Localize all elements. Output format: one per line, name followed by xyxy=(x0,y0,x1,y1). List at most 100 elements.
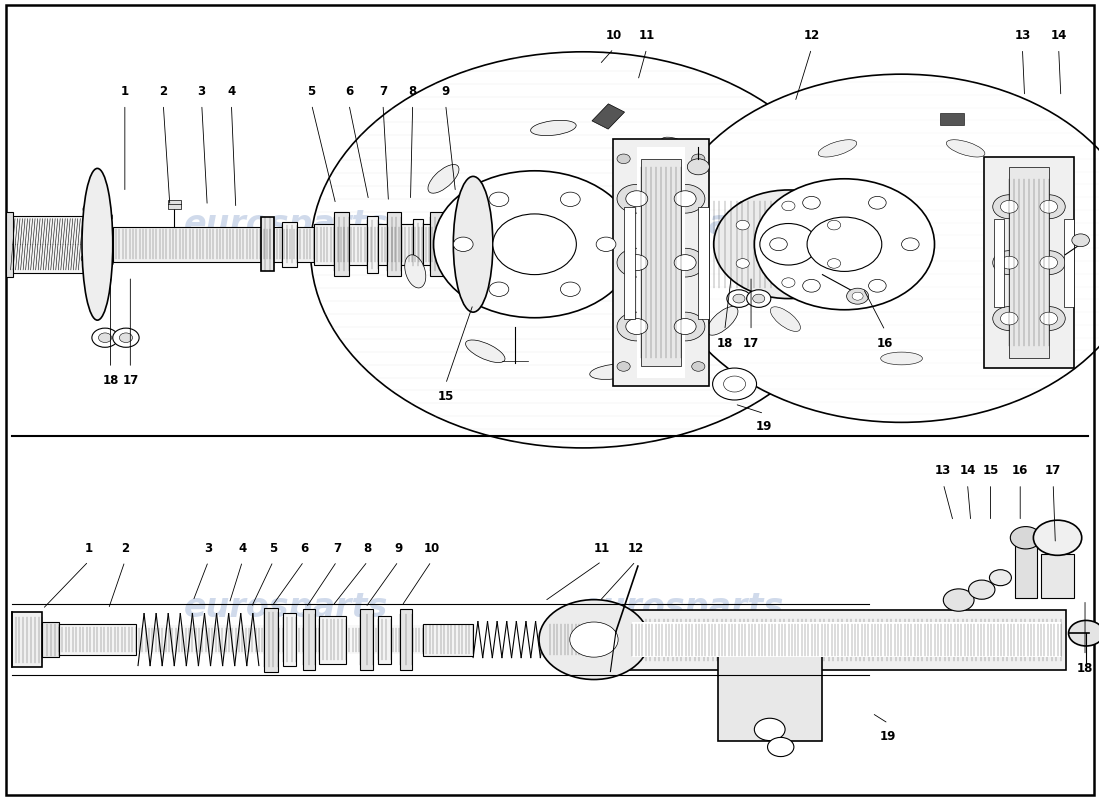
Text: 3: 3 xyxy=(198,85,206,98)
Text: 8: 8 xyxy=(363,542,372,555)
Bar xyxy=(113,226,314,262)
Text: 4: 4 xyxy=(228,85,235,98)
Circle shape xyxy=(626,318,648,334)
Circle shape xyxy=(560,192,580,206)
Ellipse shape xyxy=(818,140,857,157)
Circle shape xyxy=(827,220,840,230)
Bar xyxy=(319,616,345,663)
Bar xyxy=(366,215,377,273)
Circle shape xyxy=(456,222,472,233)
Bar xyxy=(7,211,13,277)
Ellipse shape xyxy=(405,254,426,288)
Circle shape xyxy=(674,254,696,270)
Text: eurosparts: eurosparts xyxy=(580,208,784,241)
Circle shape xyxy=(666,248,705,277)
Circle shape xyxy=(944,589,975,611)
Text: 14: 14 xyxy=(1050,30,1067,42)
Circle shape xyxy=(692,362,705,371)
Circle shape xyxy=(1068,621,1100,646)
Ellipse shape xyxy=(881,352,923,365)
Text: 6: 6 xyxy=(344,85,353,98)
Circle shape xyxy=(464,190,480,202)
Ellipse shape xyxy=(770,306,801,331)
Bar xyxy=(283,614,296,666)
Circle shape xyxy=(475,255,491,266)
Text: 9: 9 xyxy=(394,542,403,555)
Circle shape xyxy=(803,279,821,292)
Circle shape xyxy=(869,279,887,292)
Circle shape xyxy=(95,286,110,297)
Circle shape xyxy=(807,217,882,271)
Bar xyxy=(993,218,1003,306)
Circle shape xyxy=(81,253,97,264)
Bar xyxy=(613,139,710,386)
Circle shape xyxy=(98,258,113,269)
Text: 11: 11 xyxy=(639,30,654,42)
Bar xyxy=(400,610,412,670)
Circle shape xyxy=(733,294,745,303)
Bar xyxy=(1014,543,1036,598)
Ellipse shape xyxy=(736,202,759,234)
Circle shape xyxy=(596,237,616,251)
Text: 18: 18 xyxy=(716,337,733,350)
Circle shape xyxy=(803,196,821,209)
Text: 17: 17 xyxy=(742,337,759,350)
Text: 7: 7 xyxy=(378,85,387,98)
Circle shape xyxy=(626,254,648,270)
Bar xyxy=(624,206,635,318)
Circle shape xyxy=(97,211,112,222)
Circle shape xyxy=(1032,194,1065,218)
Circle shape xyxy=(91,185,107,196)
Ellipse shape xyxy=(590,364,636,379)
Text: 17: 17 xyxy=(122,374,139,387)
Circle shape xyxy=(468,286,483,297)
Circle shape xyxy=(869,196,887,209)
Circle shape xyxy=(747,290,771,307)
Circle shape xyxy=(617,154,630,164)
Bar xyxy=(167,199,180,209)
Text: 17: 17 xyxy=(1045,465,1062,478)
Circle shape xyxy=(666,184,705,213)
Circle shape xyxy=(666,312,705,341)
Text: 2: 2 xyxy=(121,542,129,555)
Bar xyxy=(984,157,1074,369)
Bar xyxy=(637,147,685,378)
Circle shape xyxy=(433,170,636,318)
Circle shape xyxy=(902,238,920,250)
Circle shape xyxy=(752,294,764,303)
Text: 14: 14 xyxy=(959,465,976,478)
Bar xyxy=(361,610,373,670)
Circle shape xyxy=(770,238,788,250)
Circle shape xyxy=(460,278,475,290)
Circle shape xyxy=(727,290,751,307)
Circle shape xyxy=(617,362,630,371)
Circle shape xyxy=(570,622,618,657)
Circle shape xyxy=(724,376,746,392)
Text: 19: 19 xyxy=(880,730,896,743)
Bar xyxy=(12,613,43,666)
Circle shape xyxy=(674,318,696,334)
Ellipse shape xyxy=(946,140,984,157)
Ellipse shape xyxy=(465,340,505,362)
Circle shape xyxy=(1032,306,1065,330)
Bar xyxy=(592,104,625,129)
Bar xyxy=(641,159,681,366)
Text: 10: 10 xyxy=(424,542,440,555)
Circle shape xyxy=(969,580,994,599)
Circle shape xyxy=(1040,200,1057,213)
Ellipse shape xyxy=(530,120,576,136)
Circle shape xyxy=(1033,520,1081,555)
Bar xyxy=(632,622,1060,657)
Text: 5: 5 xyxy=(270,542,277,555)
Circle shape xyxy=(714,190,864,298)
Circle shape xyxy=(1010,526,1041,549)
Circle shape xyxy=(852,292,864,300)
Text: 1: 1 xyxy=(121,85,129,98)
Text: 18: 18 xyxy=(1077,662,1093,675)
Ellipse shape xyxy=(661,137,701,160)
Circle shape xyxy=(626,190,648,206)
Bar xyxy=(430,212,446,276)
Circle shape xyxy=(490,282,509,297)
Text: 7: 7 xyxy=(333,542,341,555)
Circle shape xyxy=(827,258,840,268)
